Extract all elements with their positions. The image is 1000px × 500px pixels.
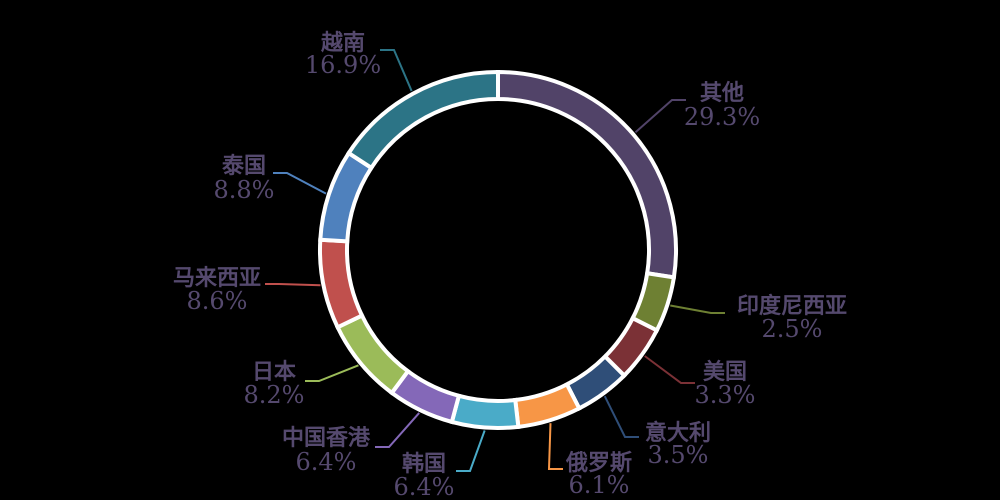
slice-label-name-7: 日本 <box>252 359 296 385</box>
leader-line-6 <box>375 412 420 448</box>
slice-label-name-10: 越南 <box>320 30 365 56</box>
donut-slice-7[interactable] <box>334 312 411 396</box>
slice-label-pct-3: 3.5% <box>648 441 709 469</box>
leader-line-8 <box>265 283 321 287</box>
leader-line-7 <box>305 364 359 382</box>
leader-line-9 <box>273 172 327 195</box>
slice-label-pct-9: 8.8% <box>214 176 275 204</box>
donut-slice-9[interactable] <box>318 150 375 244</box>
slice-label-name-5: 韩国 <box>402 451 446 477</box>
slice-label-pct-2: 3.3% <box>695 381 756 409</box>
slice-label-pct-1: 2.5% <box>762 315 823 343</box>
donut-slice-8[interactable] <box>317 237 365 330</box>
slice-label-name-9: 泰国 <box>221 153 266 179</box>
slice-label-pct-7: 8.2% <box>244 381 305 409</box>
leader-line-0 <box>634 99 686 134</box>
leader-line-5 <box>456 430 486 472</box>
leader-line-10 <box>380 49 413 92</box>
leader-line-1 <box>670 304 725 314</box>
slice-label-pct-4: 6.1% <box>569 471 630 499</box>
slice-label-name-2: 美国 <box>703 359 747 385</box>
slice-label-pct-0: 29.3% <box>684 103 760 131</box>
slice-label-name-4: 俄罗斯 <box>565 450 632 476</box>
donut-slice-4[interactable] <box>513 381 582 430</box>
leader-line-2 <box>644 355 695 384</box>
donut-slice-5[interactable] <box>449 393 521 430</box>
donut-slice-10[interactable] <box>345 69 500 171</box>
donut-slice-0[interactable] <box>496 69 678 280</box>
leader-line-4 <box>547 423 563 470</box>
slice-label-pct-6: 6.4% <box>296 448 357 476</box>
slice-label-pct-10: 16.9% <box>305 51 381 79</box>
slice-label-name-8: 马来西亚 <box>173 265 261 291</box>
slice-label-name-3: 意大利 <box>645 420 711 446</box>
slice-label-name-1: 印度尼西亚 <box>737 293 847 319</box>
slice-label-name-6: 中国香港 <box>282 425 371 451</box>
slice-label-pct-8: 8.6% <box>187 287 248 315</box>
slice-label-name-0: 其他 <box>700 80 744 106</box>
leader-line-3 <box>603 395 639 438</box>
slice-label-pct-5: 6.4% <box>394 473 455 500</box>
